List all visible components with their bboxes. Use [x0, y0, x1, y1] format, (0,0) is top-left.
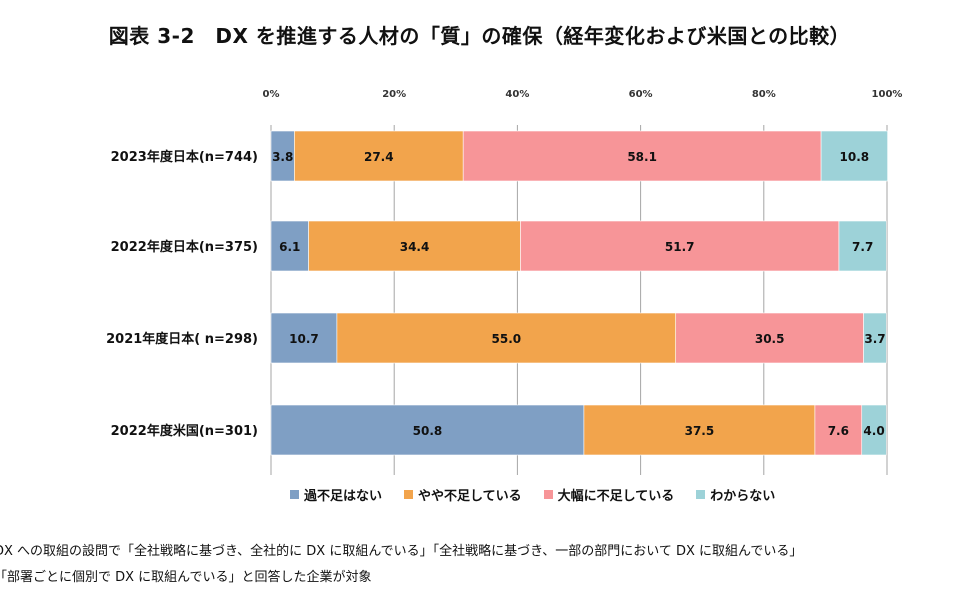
x-tick-label: 100%	[872, 89, 903, 100]
data-label: 30.5	[755, 332, 785, 346]
bar-segment	[308, 220, 521, 272]
category-label: 2021年度日本( n=298)	[106, 331, 258, 347]
data-label: 7.6	[828, 424, 849, 438]
footnote-line-1: DX への取組の設問で「全社戦略に基づき、全社的に DX に取組んでいる」「全社…	[0, 544, 803, 559]
x-tick-label: 20%	[382, 89, 406, 100]
x-tick-label: 0%	[263, 89, 280, 100]
legend: 過不足はない やや不足している 大幅に不足している わからない	[290, 485, 775, 504]
bar-segment	[814, 404, 863, 456]
data-label: 6.1	[279, 240, 300, 254]
category-label: 2022年度米国(n=301)	[111, 423, 258, 439]
bar-segment	[820, 130, 888, 182]
data-label: 10.8	[840, 150, 870, 164]
bar-segment	[675, 312, 864, 364]
data-label: 51.7	[665, 240, 695, 254]
x-tick-label: 40%	[505, 89, 529, 100]
data-label: 58.1	[627, 150, 657, 164]
bar-segment	[270, 220, 309, 272]
data-label: 7.7	[852, 240, 873, 254]
footnote-line-2: 「部署ごとに個別で DX に取組んでいる」と回答した企業が対象	[0, 570, 372, 585]
legend-swatch	[290, 490, 299, 499]
data-label: 4.0	[863, 424, 884, 438]
x-tick-label: 80%	[752, 89, 776, 100]
category-label: 2023年度日本(n=744)	[111, 149, 258, 165]
legend-item: やや不足している	[404, 485, 522, 504]
legend-item: 大幅に不足している	[543, 485, 675, 504]
legend-label: やや不足している	[418, 489, 522, 504]
bar-segment	[270, 404, 585, 456]
data-label: 55.0	[492, 332, 522, 346]
data-label: 3.7	[864, 332, 885, 346]
bar-segment	[270, 312, 338, 364]
data-label: 34.4	[400, 240, 430, 254]
data-label: 37.5	[685, 424, 715, 438]
bar-segment	[861, 404, 887, 456]
legend-item: 過不足はない	[290, 485, 382, 504]
legend-label: わからない	[710, 489, 776, 504]
data-label: 10.7	[289, 332, 319, 346]
stacked-bar-chart: 0% 20% 40% 60% 80% 100% 2023年度日本(n=744) 3.8 27.4…	[106, 89, 903, 475]
data-label: 50.8	[413, 424, 443, 438]
bar-segment	[863, 312, 887, 364]
legend-item: わからない	[696, 485, 775, 504]
category-label: 2022年度日本(n=375)	[111, 239, 258, 255]
legend-swatch	[404, 490, 414, 499]
data-label: 3.8	[272, 150, 293, 164]
x-tick-label: 60%	[629, 89, 653, 100]
bar-segment	[462, 130, 822, 182]
legend-label: 過不足はない	[304, 489, 383, 504]
bar-segment	[520, 220, 840, 272]
data-label: 27.4	[364, 150, 394, 164]
bar-segment	[838, 220, 887, 272]
legend-swatch	[543, 490, 553, 499]
bar-segment	[583, 404, 816, 456]
chart-title: 図表 3-2 DX を推進する人材の「質」の確保（経年変化および米国との比較）	[108, 24, 851, 48]
bar-segment	[336, 312, 677, 364]
legend-swatch	[696, 490, 706, 499]
legend-label: 大幅に不足している	[557, 489, 675, 504]
